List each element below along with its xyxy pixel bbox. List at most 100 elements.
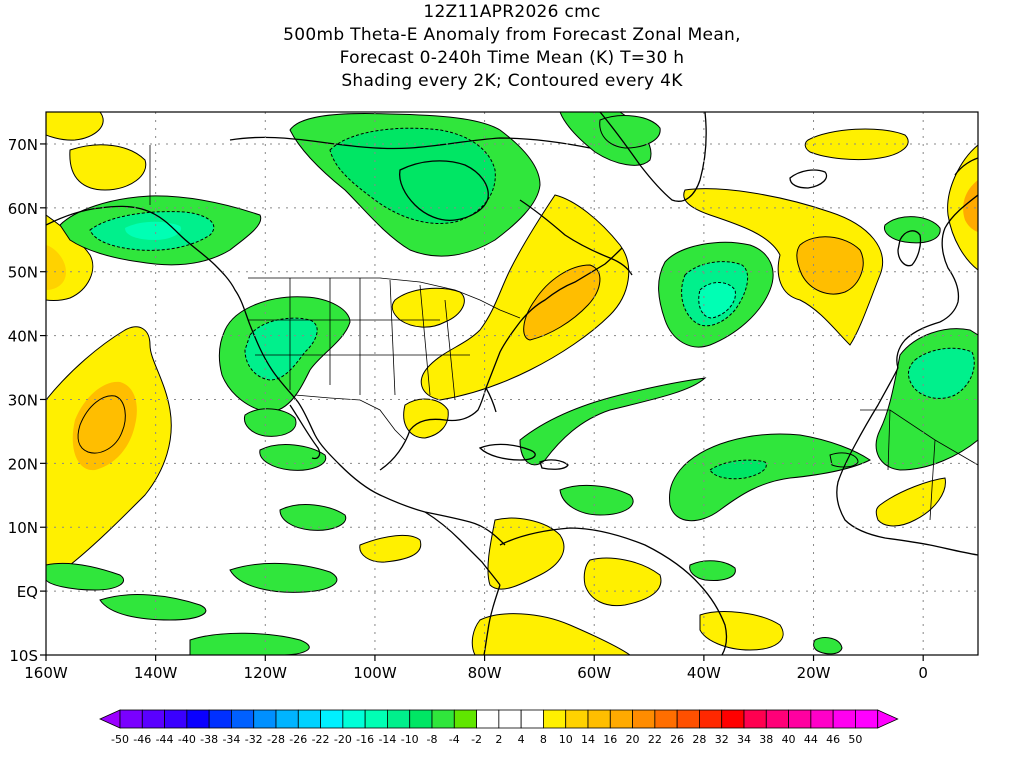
colorbar-box — [476, 709, 500, 729]
border-africa-3 — [929, 439, 936, 521]
colorbar-box — [609, 709, 633, 729]
colorbar-box — [364, 709, 388, 729]
colorbar-label: 50 — [848, 733, 862, 746]
coast-arctic-canada — [229, 136, 591, 150]
anomaly-africa-west-coast-cold — [829, 452, 859, 468]
colorbar-box — [765, 709, 789, 729]
colorbar-label: 2 — [495, 733, 502, 746]
colorbar-box — [164, 709, 188, 729]
colorbar-max-arrow — [877, 709, 899, 729]
anomaly-nw-atl-cold — [599, 115, 661, 149]
coastlines — [46, 112, 978, 655]
anomaly-east-us-warm-core — [523, 264, 601, 341]
colorbar-box — [632, 709, 656, 729]
colorbar-label: 20 — [626, 733, 640, 746]
anomaly-iceland-warm — [804, 128, 909, 161]
anomaly-mexico-cold — [243, 408, 297, 437]
anomaly-atl-cold-inner — [698, 282, 736, 319]
coast-iceland — [789, 169, 828, 189]
lat-label: 10S — [9, 647, 38, 665]
map-gridlines — [46, 112, 978, 655]
lat-label: EQ — [17, 583, 38, 601]
anomaly-amazon-warm — [471, 613, 631, 655]
colorbar-box — [275, 709, 299, 729]
colorbar-box — [855, 709, 879, 729]
anomaly-s-am-warm — [487, 517, 565, 590]
anomaly-trop-atl-cold-2 — [669, 433, 871, 522]
lon-label: 140W — [134, 664, 178, 682]
colorbar-labels: -50 -46 -44 -40 -38 -34 -32 -28 -26 -22 -20 -16 -14-… — [111, 733, 862, 746]
coast-na-east — [485, 247, 623, 389]
colorbar-label: 8 — [540, 733, 547, 746]
colorbar-label: -2 — [471, 733, 482, 746]
coast-africa — [836, 367, 978, 556]
anomaly-s-am-warm-2 — [583, 557, 662, 607]
colorbar-box — [208, 709, 232, 729]
latitude-axis: 70N 60N 50N 40N 30N 20N 10N EQ 10S — [8, 136, 46, 665]
lon-label: 80W — [468, 664, 502, 682]
coast-cuba — [478, 443, 536, 461]
anomaly-north-sea-cold — [883, 216, 941, 244]
lon-label: 160W — [24, 664, 68, 682]
border-us-states-6 — [389, 279, 396, 396]
colorbar-label: -20 — [334, 733, 352, 746]
coast-central-america — [424, 511, 501, 586]
anomaly-shading — [46, 112, 978, 655]
colorbar-box — [253, 709, 277, 729]
lon-label: 0 — [918, 664, 928, 682]
lon-label: 40W — [687, 664, 721, 682]
colorbar-label: 40 — [782, 733, 796, 746]
colorbar-box — [186, 709, 210, 729]
border-us-states-7 — [419, 284, 431, 396]
lat-label: 40N — [8, 328, 38, 346]
colorbar-box — [297, 709, 321, 729]
coast-gulf — [379, 386, 497, 471]
colorbar-box — [587, 709, 611, 729]
colorbar-box — [498, 709, 522, 729]
colorbar-box — [141, 709, 165, 729]
lon-label: 20W — [797, 664, 831, 682]
colorbar-box — [231, 709, 255, 729]
title-line-2: 500mb Theta-E Anomaly from Forecast Zona… — [283, 25, 741, 45]
colorbar-box — [387, 709, 411, 729]
anomaly-southeast-warm — [403, 398, 449, 439]
coast-baja — [289, 404, 321, 460]
colorbar-label: -16 — [356, 733, 374, 746]
colorbar-box — [743, 709, 767, 729]
lon-label: 100W — [353, 664, 397, 682]
political-borders — [149, 145, 978, 521]
colorbar-label: 46 — [826, 733, 840, 746]
lon-label: 60W — [577, 664, 611, 682]
anomaly-east-us-warm — [420, 194, 630, 401]
colorbar-label: -50 — [111, 733, 129, 746]
anomaly-epac-cold-2 — [99, 594, 207, 621]
border-africa-1 — [860, 409, 978, 466]
colorbar-boxes — [99, 709, 899, 729]
lon-label: 120W — [244, 664, 288, 682]
coast-labrador — [519, 199, 633, 276]
colorbar-box — [565, 709, 589, 729]
colorbar-label: -22 — [312, 733, 330, 746]
anomaly-ne-atl-warm — [683, 188, 884, 346]
colorbar-box — [119, 709, 143, 729]
anomaly-trop-atl-cold-core — [709, 459, 767, 480]
anomaly-pac-warm-30n-core — [72, 381, 137, 471]
longitude-axis: 160W 140W 120W 100W 80W 60W 40W 20W 0 — [24, 655, 928, 682]
anomaly-alaska-cold-inner — [125, 221, 182, 240]
coast-iberia — [896, 321, 941, 369]
anomaly-ne-atl-warm-core — [796, 236, 864, 295]
anomaly-pac-warm-30n-contour — [77, 395, 126, 454]
colorbar-box — [320, 709, 344, 729]
colorbar-label: -4 — [449, 733, 460, 746]
coast-hispaniola — [539, 459, 569, 470]
colorbar-box — [431, 709, 455, 729]
colorbar-label: -44 — [156, 733, 174, 746]
coast-scandinavia — [954, 157, 978, 176]
border-us-canada — [248, 277, 521, 319]
colorbar-label: -8 — [427, 733, 438, 746]
colorbar-label: 16 — [603, 733, 617, 746]
colorbar-min-arrow — [99, 709, 121, 729]
colorbar-box — [520, 709, 544, 729]
lat-label: 60N — [8, 200, 38, 218]
anomaly-sw-us-cold-core — [244, 317, 318, 381]
